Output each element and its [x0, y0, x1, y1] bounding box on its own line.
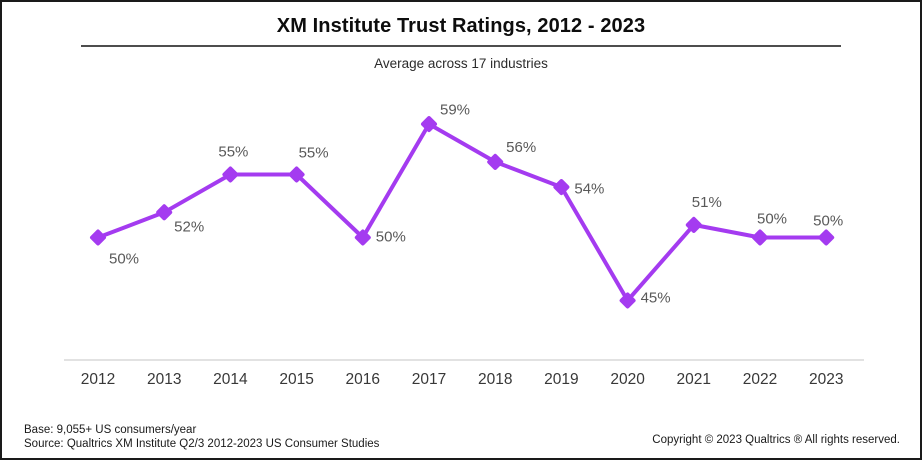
x-axis-tick-label: 2014 [213, 371, 248, 388]
data-point-label: 50% [109, 251, 139, 268]
x-axis-tick-label: 2023 [809, 371, 843, 388]
data-point-label: 54% [574, 180, 604, 197]
x-axis-tick-label: 2019 [544, 371, 578, 388]
data-point-label: 55% [218, 144, 248, 161]
data-point-label: 56% [506, 139, 536, 156]
base-note: Base: 9,055+ US consumers/year [24, 423, 197, 436]
data-point-marker [421, 116, 437, 133]
x-axis-tick-label: 2022 [743, 371, 777, 388]
footer-notes: Base: 9,055+ US consumers/year Source: Q… [24, 423, 379, 451]
x-axis-tick-label: 2021 [677, 371, 711, 388]
data-point-marker [354, 229, 371, 246]
x-axis-tick-label: 2012 [81, 371, 115, 388]
data-point-marker [222, 166, 239, 183]
x-axis-tick-label: 2020 [610, 371, 645, 388]
data-point-label: 45% [641, 290, 671, 307]
data-point-label: 51% [692, 194, 722, 211]
data-point-marker [818, 229, 835, 246]
chart-title: XM Institute Trust Ratings, 2012 - 2023 [276, 15, 646, 37]
data-point-marker [288, 166, 305, 183]
data-point-marker [487, 153, 504, 170]
x-axis-tick-label: 2017 [412, 371, 446, 388]
data-point-label: 55% [299, 145, 329, 162]
copyright-note: Copyright © 2023 Qualtrics ® All rights … [652, 434, 900, 446]
x-axis-tick-label: 2018 [478, 371, 512, 388]
data-point-marker [553, 179, 570, 196]
x-axis-tick-label: 2016 [346, 371, 380, 388]
chart-subtitle: Average across 17 industries [374, 56, 548, 71]
title-divider [81, 45, 841, 47]
chart-footer: Base: 9,055+ US consumers/year Source: Q… [2, 423, 920, 458]
data-point-label: 50% [813, 213, 843, 230]
data-point-label: 50% [757, 211, 787, 228]
data-point-marker [156, 204, 173, 221]
data-point-marker [90, 229, 106, 246]
chart-header: XM Institute Trust Ratings, 2012 - 2023 … [2, 2, 920, 71]
data-point-label: 52% [174, 219, 204, 236]
trend-line [96, 122, 829, 303]
data-point-marker [619, 292, 636, 309]
x-axis-tick-label: 2013 [147, 371, 181, 388]
data-point-label: 59% [440, 101, 470, 118]
data-point-label: 50% [376, 229, 406, 246]
source-note: Source: Qualtrics XM Institute Q2/3 2012… [24, 437, 380, 450]
data-point-marker [752, 229, 768, 246]
data-point-marker [685, 216, 702, 233]
x-axis-tick-label: 2015 [279, 371, 313, 388]
